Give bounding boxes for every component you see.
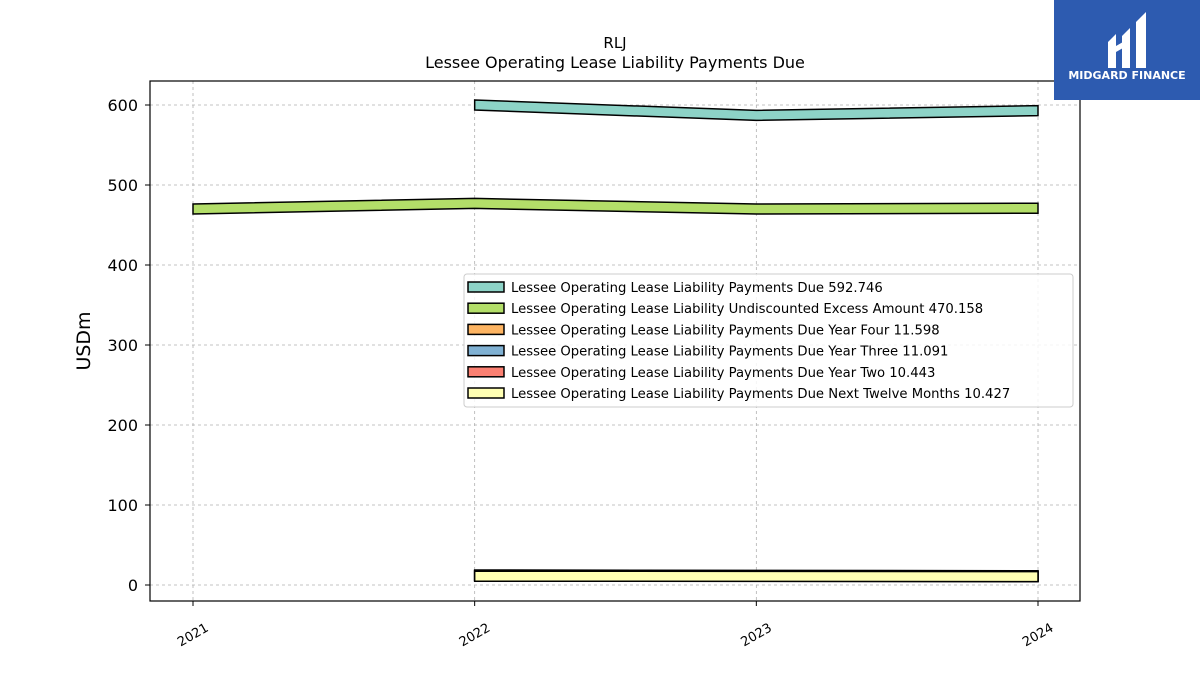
x-tick-label: 2021 xyxy=(175,621,211,651)
legend-swatch-2 xyxy=(467,302,505,314)
brand-logo: MIDGARD FINANCE xyxy=(1054,0,1200,100)
legend-swatch-5 xyxy=(467,366,505,378)
y-tick-label: 100 xyxy=(107,496,138,515)
plot-frame xyxy=(149,80,1081,602)
series-band-2 xyxy=(192,197,1039,215)
legend-swatch-4 xyxy=(467,344,505,357)
midgard-logo-mark-icon xyxy=(1108,12,1146,68)
series-band-1 xyxy=(473,99,1039,122)
y-axis-label: USDm xyxy=(73,311,95,370)
y-tick-label: 600 xyxy=(107,96,138,115)
legend-swatch-1 xyxy=(467,281,505,293)
x-tick-label: 2022 xyxy=(457,621,493,651)
chart-subtitle: Lessee Operating Lease Liability Payment… xyxy=(425,53,805,72)
chart-title: RLJ xyxy=(603,34,626,52)
y-tick-label: 200 xyxy=(107,416,138,435)
legend: Lessee Operating Lease Liability Payment… xyxy=(463,273,1074,408)
x-tick-label: 2023 xyxy=(739,621,775,651)
x-tick-label: 2024 xyxy=(1020,621,1056,651)
y-tick-label: 0 xyxy=(128,576,138,595)
legend-label-4: Lessee Operating Lease Liability Payment… xyxy=(511,345,948,360)
y-tick-label: 500 xyxy=(107,176,138,195)
legend-swatch-3 xyxy=(467,323,505,336)
series-band-6 xyxy=(473,570,1039,583)
legend-label-2: Lessee Operating Lease Liability Undisco… xyxy=(511,302,983,317)
legend-swatch-6 xyxy=(467,387,505,399)
legend-label-1: Lessee Operating Lease Liability Payment… xyxy=(511,281,883,296)
y-tick-label: 400 xyxy=(107,256,138,275)
y-tick-label: 300 xyxy=(107,336,138,355)
legend-box xyxy=(463,273,1074,408)
legend-label-5: Lessee Operating Lease Liability Payment… xyxy=(511,366,935,381)
legend-label-3: Lessee Operating Lease Liability Payment… xyxy=(511,323,940,338)
brand-name: MIDGARD FINANCE xyxy=(1068,69,1186,82)
legend-label-6: Lessee Operating Lease Liability Payment… xyxy=(511,387,1010,402)
